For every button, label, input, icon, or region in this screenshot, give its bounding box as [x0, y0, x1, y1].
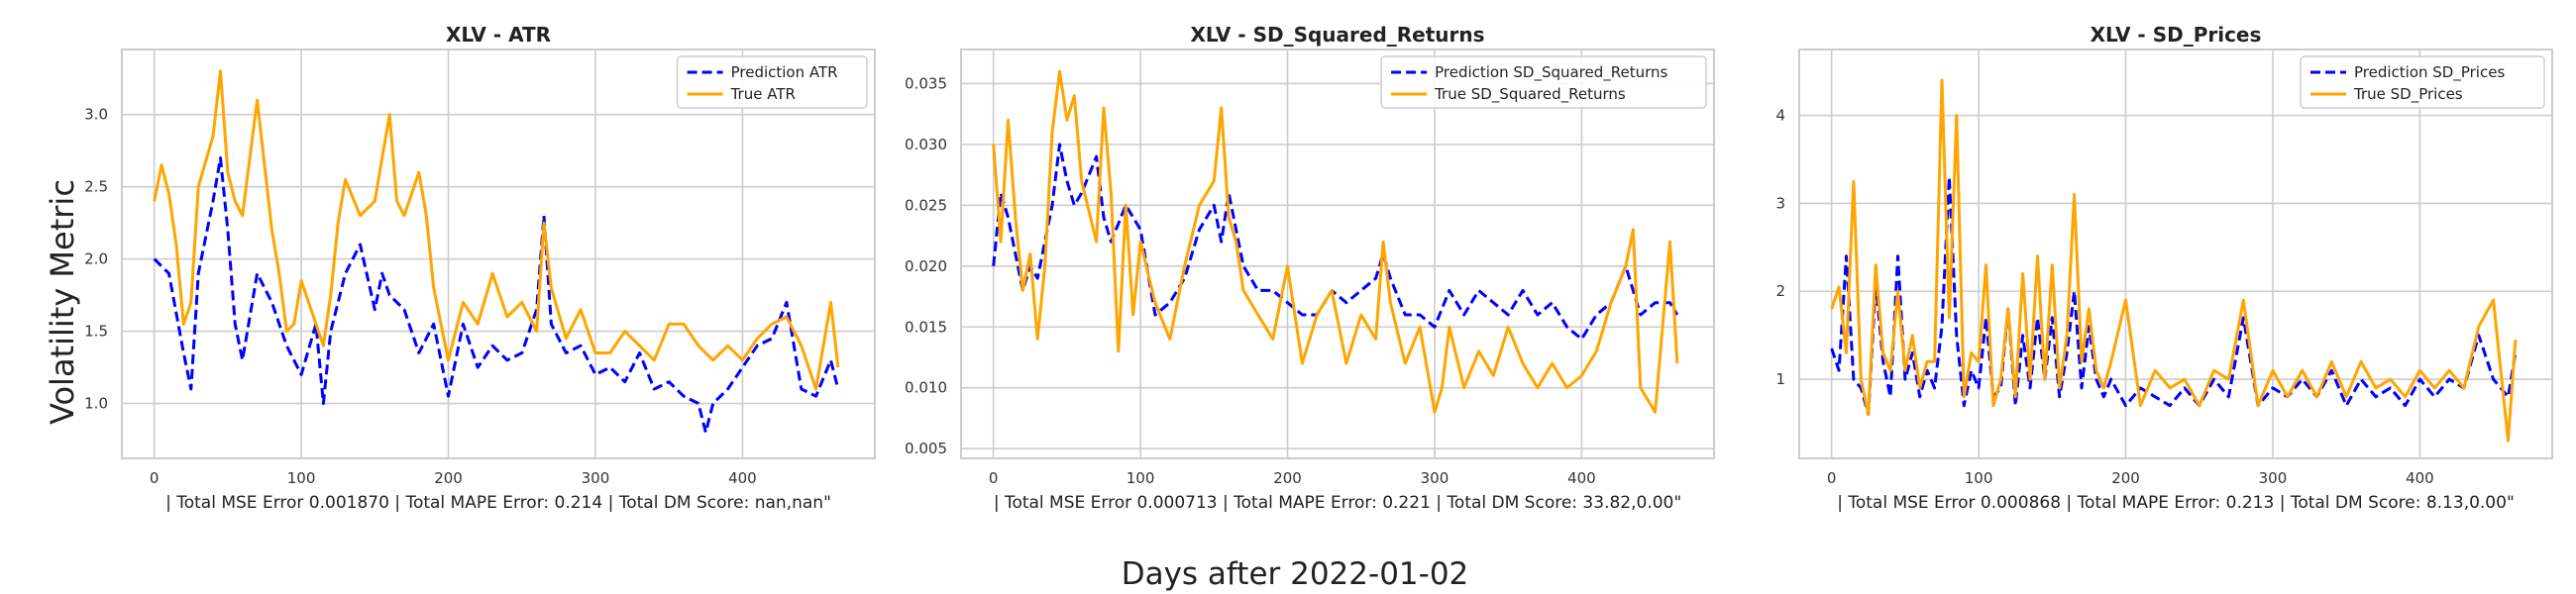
x-tick-label: 400 — [728, 469, 757, 487]
series-line-prediction — [153, 156, 840, 435]
chart-title: XLV - ATR — [446, 23, 551, 47]
y-tick-label: 0.010 — [905, 379, 947, 397]
series-line-true — [992, 69, 1679, 414]
y-tick-label: 0.005 — [905, 440, 947, 457]
x-tick-label: 100 — [1965, 469, 1993, 487]
chart-panel-2: 0 100 200 300 400 0.005 0.010 0.015 0.020 0.025 0.… — [905, 23, 1715, 513]
chart-title: XLV - SD_Squared_Returns — [1190, 23, 1484, 47]
y-tick-label: 3 — [1775, 194, 1785, 212]
y-tick-label: 2.5 — [84, 178, 108, 196]
x-tick-label: 100 — [287, 469, 316, 487]
x-tick-label: 100 — [1127, 469, 1155, 487]
y-tick-label: 2 — [1775, 282, 1785, 300]
y-tick-label: 0.025 — [905, 196, 947, 214]
x-tick-label: 400 — [2406, 469, 2434, 487]
y-tick-label: 4 — [1775, 107, 1785, 125]
legend: Prediction SD_Squared_Returns True SD_Squ… — [1380, 55, 1707, 109]
figure-y-axis-label: Volatility Metric — [44, 179, 81, 425]
legend-box — [2300, 55, 2545, 109]
series-line-prediction — [992, 143, 1679, 341]
legend-label: True SD_Prices — [2353, 85, 2463, 104]
legend-label: Prediction SD_Prices — [2354, 63, 2505, 82]
legend-box — [676, 55, 868, 109]
legend: Prediction SD_Prices True SD_Prices — [2300, 55, 2545, 109]
plot-frame — [960, 49, 1715, 459]
y-tick-label: 1 — [1775, 370, 1785, 388]
figure-x-axis-label: Days after 2022-01-02 — [1122, 556, 1469, 592]
y-tick-label: 0.020 — [905, 257, 947, 275]
chart-panel-3: 0 100 200 300 400 1 2 3 4 XLV - SD_Prices | Total … — [1775, 23, 2553, 513]
y-tick-label: 2.0 — [84, 250, 108, 268]
x-tick-label: 0 — [1827, 469, 1837, 487]
legend: Prediction ATR True ATR — [676, 55, 868, 109]
y-tick-label: 0.035 — [905, 74, 947, 92]
x-tick-label: 200 — [2111, 469, 2140, 487]
x-tick-label: 0 — [150, 469, 160, 487]
chart-title: XLV - SD_Prices — [2091, 23, 2262, 47]
plot-frame — [1798, 49, 2553, 459]
x-tick-label: 300 — [1421, 469, 1449, 487]
series-line-prediction — [1830, 175, 2518, 417]
y-tick-label: 1.5 — [84, 323, 108, 341]
series-line-true — [153, 69, 840, 391]
legend-label: Prediction ATR — [731, 63, 838, 81]
plot-frame — [121, 49, 876, 459]
y-tick-label: 3.0 — [84, 106, 108, 124]
x-tick-label: 200 — [434, 469, 463, 487]
legend-label: True ATR — [730, 85, 796, 103]
x-tick-label: 0 — [989, 469, 999, 487]
y-tick-label: 1.0 — [84, 395, 108, 413]
x-tick-label: 300 — [2259, 469, 2288, 487]
chart-panel-1: 0 100 200 300 400 1.0 1.5 2.0 2.5 3.0 XLV - ATR | T… — [84, 23, 876, 513]
x-tick-label: 200 — [1273, 469, 1302, 487]
x-axis-label: | Total MSE Error 0.001870 | Total MAPE … — [165, 493, 831, 513]
x-tick-label: 300 — [582, 469, 610, 487]
x-axis-label: | Total MSE Error 0.000868 | Total MAPE … — [1837, 493, 2515, 513]
legend-label: True SD_Squared_Returns — [1434, 85, 1626, 104]
y-tick-label: 0.015 — [905, 318, 947, 336]
y-tick-label: 0.030 — [905, 136, 947, 153]
x-axis-label: | Total MSE Error 0.000713 | Total MAPE … — [994, 493, 1681, 513]
legend-label: Prediction SD_Squared_Returns — [1435, 63, 1667, 82]
legend-box — [1380, 55, 1707, 109]
series-line-true — [1830, 78, 2518, 443]
x-tick-label: 400 — [1567, 469, 1596, 487]
